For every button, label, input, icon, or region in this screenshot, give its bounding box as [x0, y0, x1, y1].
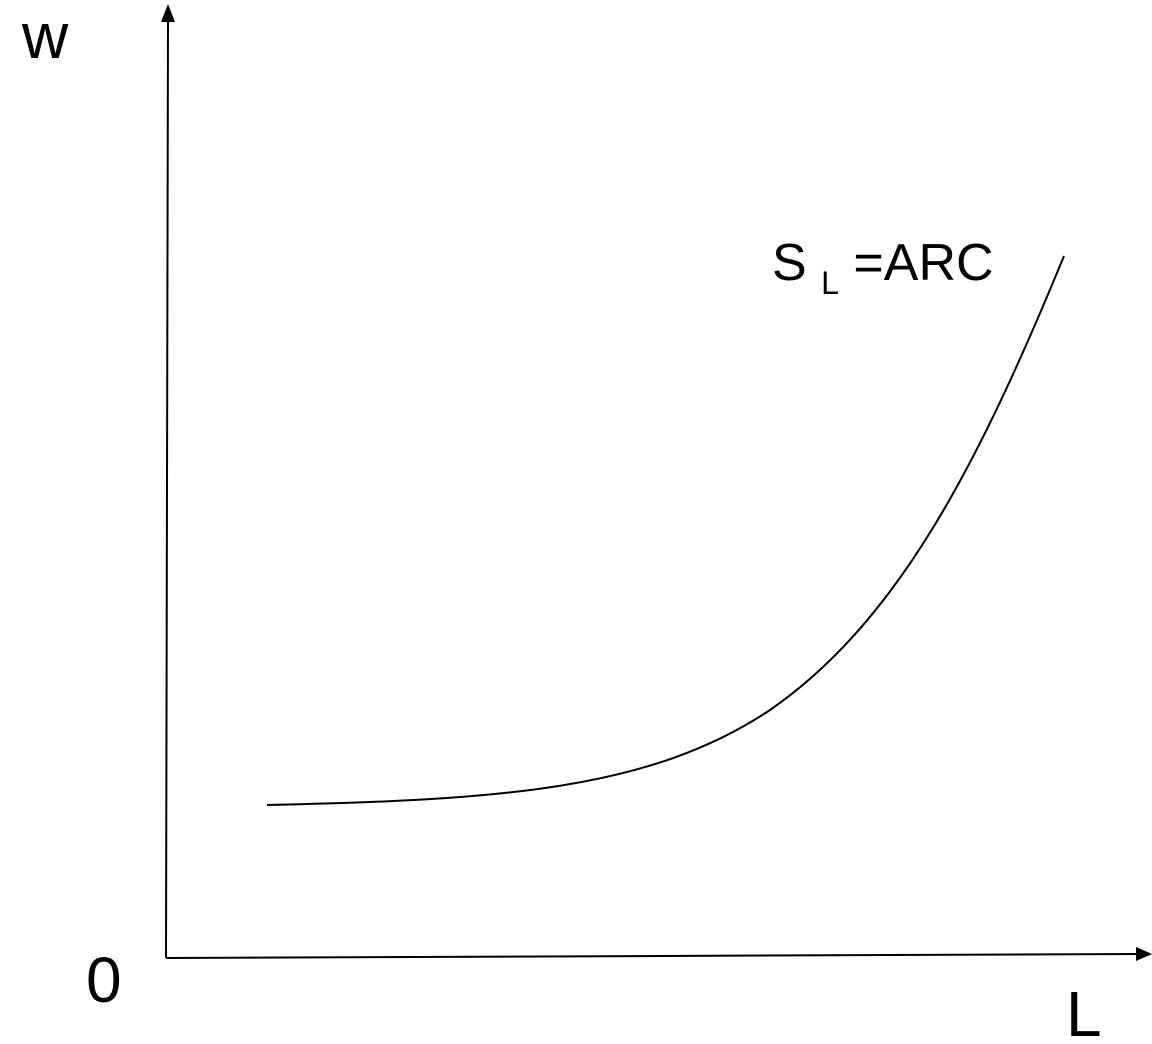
x-axis-label: L: [1066, 978, 1102, 1044]
curve-label-rest: =ARC: [853, 234, 993, 292]
y-axis-label: w: [21, 0, 69, 72]
curve-label: S L =ARC: [772, 234, 994, 306]
curve-label-sub: L: [821, 265, 839, 301]
origin-label: 0: [86, 944, 122, 1016]
x-axis-line: [165, 953, 1141, 959]
supply-curve: [266, 255, 1065, 806]
y-axis-arrowhead: [161, 4, 175, 22]
x-axis-arrowhead: [1136, 947, 1152, 961]
curve-label-main: S: [772, 234, 807, 292]
y-axis-line: [165, 15, 169, 959]
